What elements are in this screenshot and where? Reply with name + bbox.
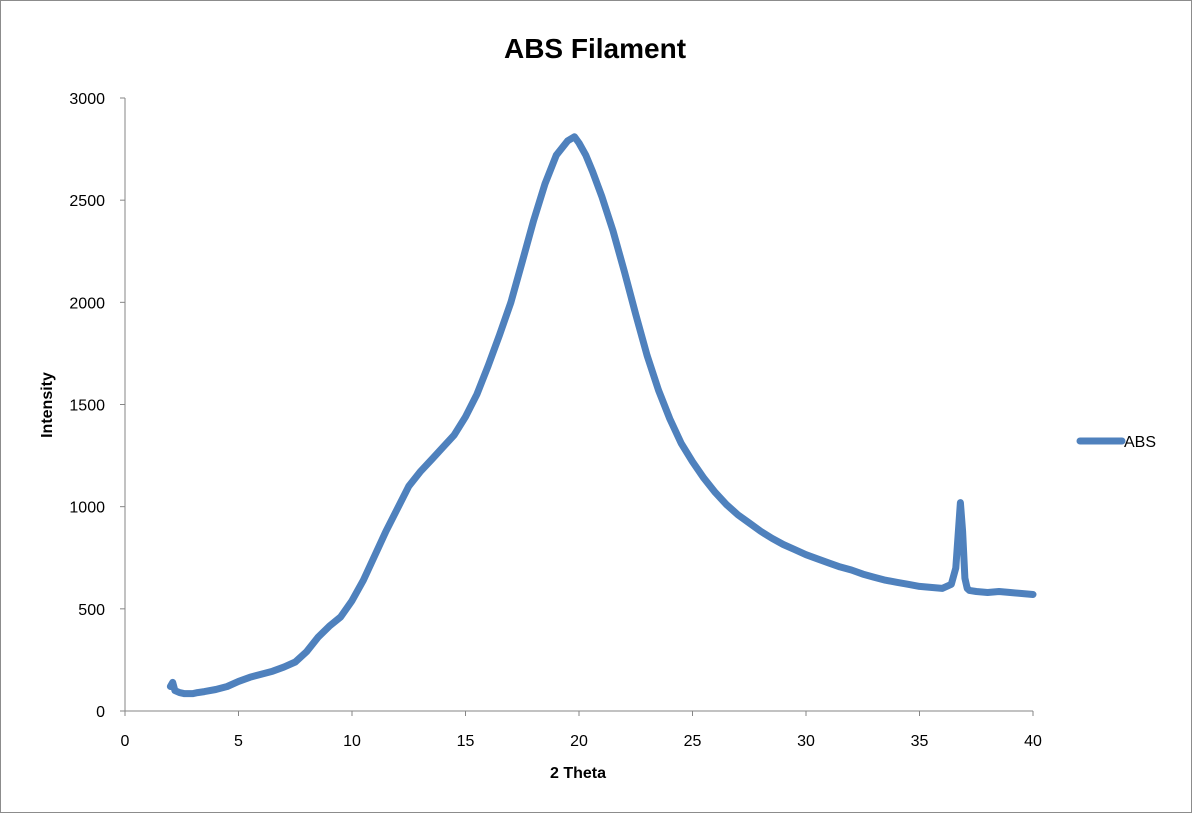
axes: 0 500 1000 1500 2000 2500 3000 0 5 10 15 20 25 30 35 40 (69, 91, 1042, 750)
x-tick-label: 20 (570, 733, 588, 750)
x-tick-label: 15 (457, 733, 475, 750)
x-tick-label: 10 (343, 733, 361, 750)
x-tick-label: 40 (1024, 733, 1042, 750)
x-tick-label: 0 (121, 733, 130, 750)
plot-area (166, 133, 1037, 698)
y-tick-label: 3000 (69, 91, 105, 108)
x-tick-label: 5 (234, 733, 243, 750)
chart-title: ABS Filament (504, 33, 686, 64)
legend-label-abs: ABS (1124, 434, 1156, 451)
legend: ABS (1076, 434, 1156, 451)
x-axis-title: 2 Theta (550, 765, 606, 782)
series-line-abs (166, 133, 1037, 698)
y-axis-title: Intensity (39, 372, 56, 438)
x-tick-label: 25 (684, 733, 702, 750)
y-tick-label: 0 (96, 704, 105, 721)
y-tick-label: 2000 (69, 295, 105, 312)
y-tick-label: 1500 (69, 398, 105, 415)
y-tick-label: 500 (78, 602, 105, 619)
y-tick-label: 2500 (69, 193, 105, 210)
x-tick-label: 30 (797, 733, 815, 750)
y-tick-label: 1000 (69, 500, 105, 517)
x-tick-label: 35 (911, 733, 929, 750)
